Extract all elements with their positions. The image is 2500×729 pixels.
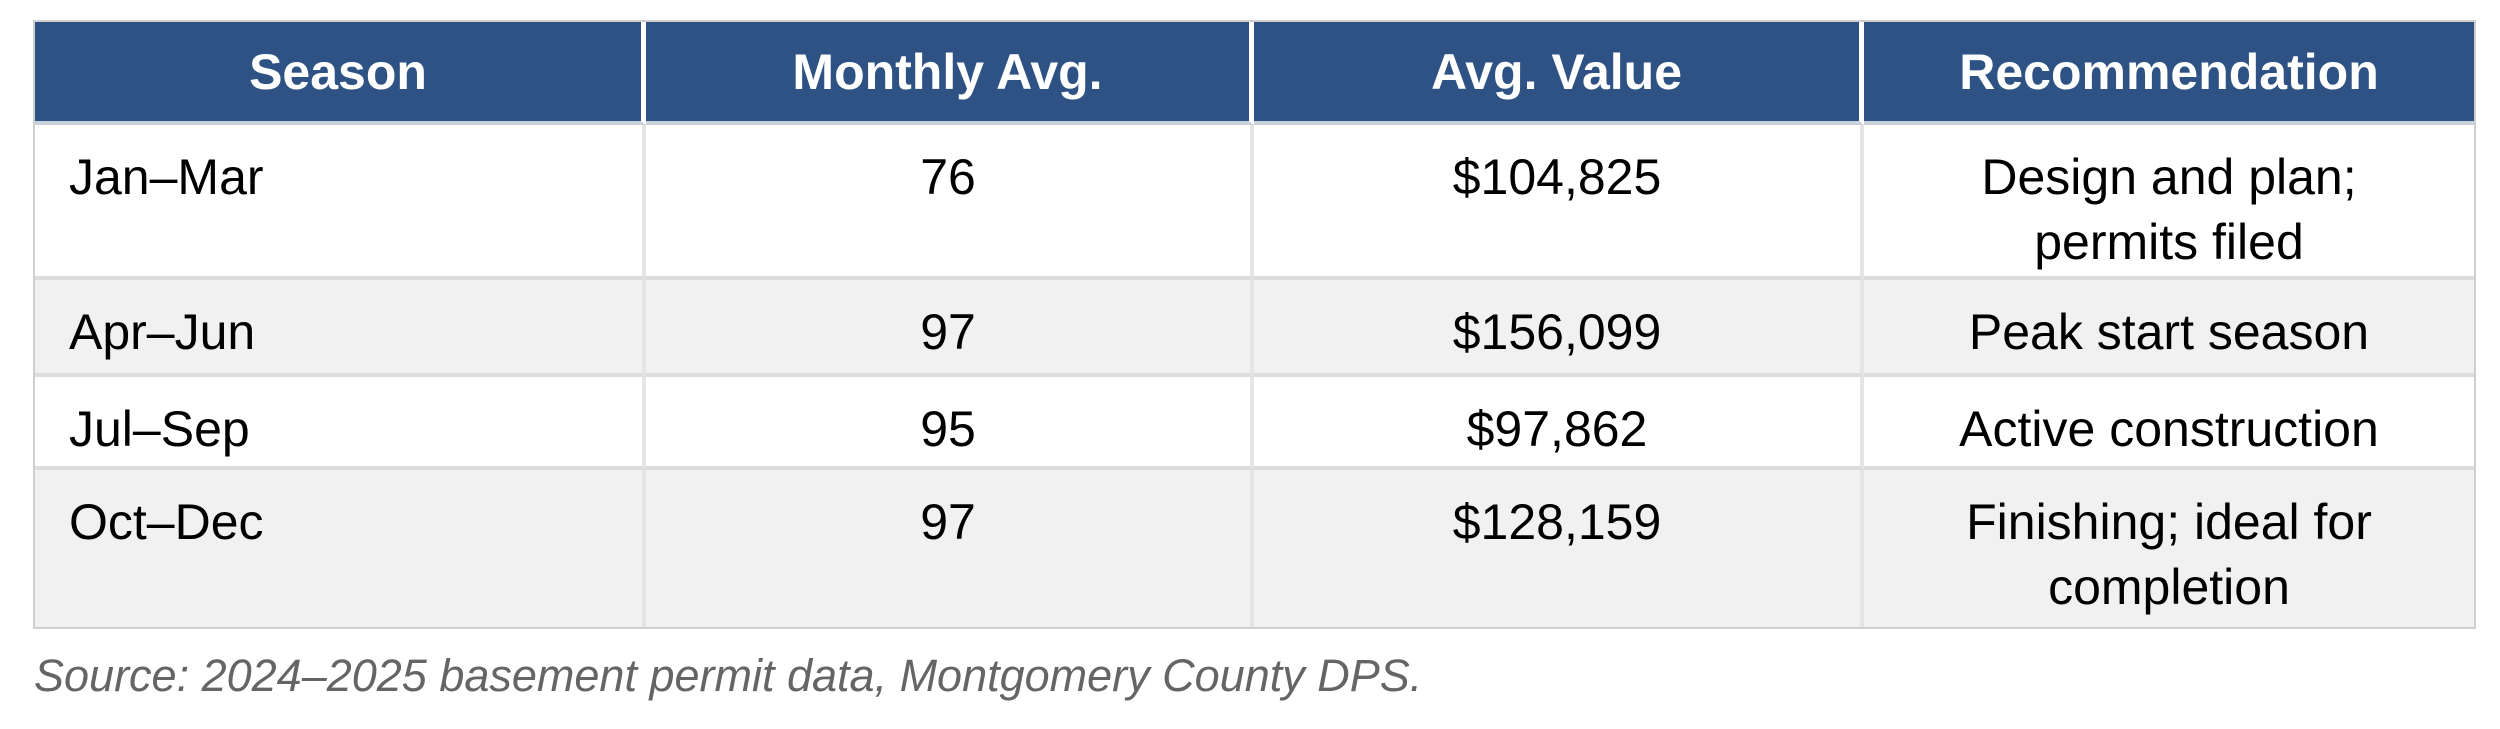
- column-header-monthly-avg: Monthly Avg.: [646, 22, 1254, 125]
- season-cell: Jan–Mar: [35, 125, 646, 280]
- season-cell: Apr–Jun: [35, 280, 646, 377]
- season-cell: Oct–Dec: [35, 470, 646, 627]
- monthly-avg-cell: 95: [646, 377, 1254, 470]
- column-header-season: Season: [35, 22, 646, 125]
- source-note: Source: 2024–2025 basement permit data, …: [34, 650, 1423, 701]
- avg-value-cell: $104,825: [1254, 125, 1864, 280]
- avg-value-cell: $156,099: [1254, 280, 1864, 377]
- table-row-jan-mar: Jan–Mar 76 $104,825 Design and plan; per…: [35, 125, 2474, 280]
- column-header-recommendation: Recommendation: [1864, 22, 2474, 125]
- monthly-avg-cell: 76: [646, 125, 1254, 280]
- recommendation-cell: Design and plan; permits filed: [1864, 125, 2474, 280]
- monthly-avg-cell: 97: [646, 470, 1254, 627]
- recommendation-cell: Active construction: [1864, 377, 2474, 470]
- avg-value-cell: $97,862: [1254, 377, 1864, 470]
- table-row-oct-dec: Oct–Dec 97 $128,159 Finishing; ideal for…: [35, 470, 2474, 627]
- monthly-avg-cell: 97: [646, 280, 1254, 377]
- table-row-jul-sep: Jul–Sep 95 $97,862 Active construction: [35, 377, 2474, 470]
- seasonal-permit-table: Season Monthly Avg. Avg. Value Recommend…: [33, 20, 2476, 629]
- season-cell: Jul–Sep: [35, 377, 646, 470]
- recommendation-cell: Peak start season: [1864, 280, 2474, 377]
- column-header-avg-value: Avg. Value: [1254, 22, 1864, 125]
- recommendation-cell: Finishing; ideal for completion: [1864, 470, 2474, 627]
- header-row: Season Monthly Avg. Avg. Value Recommend…: [35, 22, 2474, 125]
- table-row-apr-jun: Apr–Jun 97 $156,099 Peak start season: [35, 280, 2474, 377]
- avg-value-cell: $128,159: [1254, 470, 1864, 627]
